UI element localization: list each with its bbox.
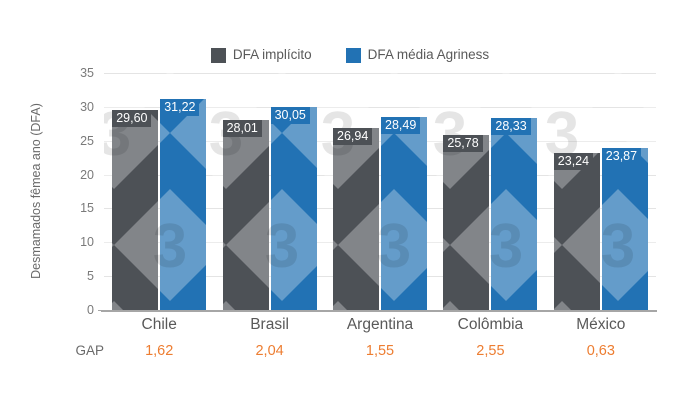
bars-layer: 3333333333333333333333333333333333329,60… [104,73,656,310]
bar[interactable]: 3333333333333333333333333333333333323,87 [601,148,648,310]
bar[interactable]: 3333333333333333333333333333333333330,05 [270,106,317,310]
svg-text:3: 3 [160,212,187,281]
svg-text:3: 3 [271,212,300,281]
bar-watermark-overlay: 33333333333333333333333333333333333 [333,127,379,310]
category-label: Brasil [250,316,289,333]
chart-legend: DFA implícito DFA média Agriness [0,44,700,66]
bar[interactable]: 3333333333333333333333333333333333326,94 [333,127,379,310]
y-tick-label: 35 [80,66,94,80]
gridline [104,73,656,74]
svg-text:3: 3 [153,212,158,281]
bar[interactable]: 3333333333333333333333333333333333331,22 [160,98,207,310]
gap-value: 0,63 [586,343,615,359]
bar-value-label: 28,01 [222,120,262,138]
legend-entry[interactable]: DFA média Agriness [345,47,490,63]
gap-value: 1,62 [145,343,174,359]
bar[interactable]: 3333333333333333333333333333333333323,24 [553,152,600,310]
gridline [104,208,656,210]
category-label: Colômbia [457,316,524,333]
bar-watermark-overlay: 33333333333333333333333333333333333 [601,148,648,310]
bar-value-label: 25,78 [443,135,483,153]
svg-text:3: 3 [491,212,523,281]
bar-watermark-overlay: 33333333333333333333333333333333333 [381,117,427,310]
category-label: Chile [141,316,177,333]
bar-watermark-overlay: 33333333333333333333333333333333333 [443,135,490,310]
bar-value-label: 26,94 [333,127,373,145]
bar-watermark-overlay: 33333333333333333333333333333333333 [112,109,159,310]
svg-text:3: 3 [489,212,490,281]
square-swatch-icon [210,47,226,63]
gridline [104,276,656,278]
bar-watermark-overlay: 33333333333333333333333333333333333 [491,118,538,310]
bar-value-label: 23,24 [553,152,594,170]
gridline [104,106,656,108]
gap-value: 2,55 [476,343,505,359]
category-labels: Chile Brasil Argentina Colômbia México [104,314,656,336]
gap-value: 2,04 [255,343,284,359]
x-axis-baseline [101,310,657,312]
svg-text:3: 3 [602,212,635,281]
svg-text:3: 3 [265,212,269,281]
gap-row-title: GAP [75,343,104,358]
legend-label: DFA média Agriness [367,47,490,63]
y-axis-tick-labels: 35 30 25 20 15 10 5 0 [62,67,94,316]
bar[interactable]: 3333333333333333333333333333333333328,49 [381,117,427,310]
bar-value-label: 31,22 [160,98,200,116]
gap-value: 1,55 [365,343,395,359]
bar-value-label: 30,05 [270,106,310,124]
bar-watermark-overlay: 33333333333333333333333333333333333 [270,106,317,310]
y-tick-label: 15 [80,201,94,216]
gap-row-values: 1,62 2,04 1,55 2,55 0,63 [104,340,656,362]
gridline [104,242,656,244]
bar[interactable]: 3333333333333333333333333333333333325,78 [443,135,490,310]
bar-value-label: 29,60 [112,109,152,127]
y-axis-zero-tick [98,310,103,311]
bar-value-label: 28,33 [491,118,531,136]
y-tick-label: 30 [80,99,94,114]
bar-watermark-overlay: 33333333333333333333333333333333333 [160,98,207,310]
y-tick-label: 10 [80,235,94,250]
bar[interactable]: 3333333333333333333333333333333333328,01 [222,120,269,310]
legend-label: DFA implícito [232,47,312,63]
legend-entry[interactable]: DFA implícito [210,47,312,63]
category-label: México [576,316,626,333]
gridline [104,174,656,176]
gridline [104,140,656,142]
bar-value-label: 23,87 [601,148,642,166]
plot-area: 33333333333333333333333333333333333 3333… [104,73,656,310]
bar[interactable]: 3333333333333333333333333333333333329,60 [112,109,159,310]
svg-text:3: 3 [377,212,379,281]
bar-watermark-overlay: 33333333333333333333333333333333333 [222,120,269,310]
y-axis-title: Desmamados fêmea ano (DFA) [29,103,43,279]
y-tick-label: 0 [87,303,94,317]
bar[interactable]: 3333333333333333333333333333333333328,33 [491,118,538,310]
category-label: Argentina [346,316,414,333]
bar-watermark-overlay: 33333333333333333333333333333333333 [553,152,600,310]
y-tick-label: 5 [87,269,94,284]
bar-value-label: 28,49 [381,117,421,135]
square-swatch-icon [345,47,361,63]
y-tick-label: 20 [80,167,94,182]
y-tick-label: 25 [80,133,94,148]
svg-text:3: 3 [381,212,411,281]
